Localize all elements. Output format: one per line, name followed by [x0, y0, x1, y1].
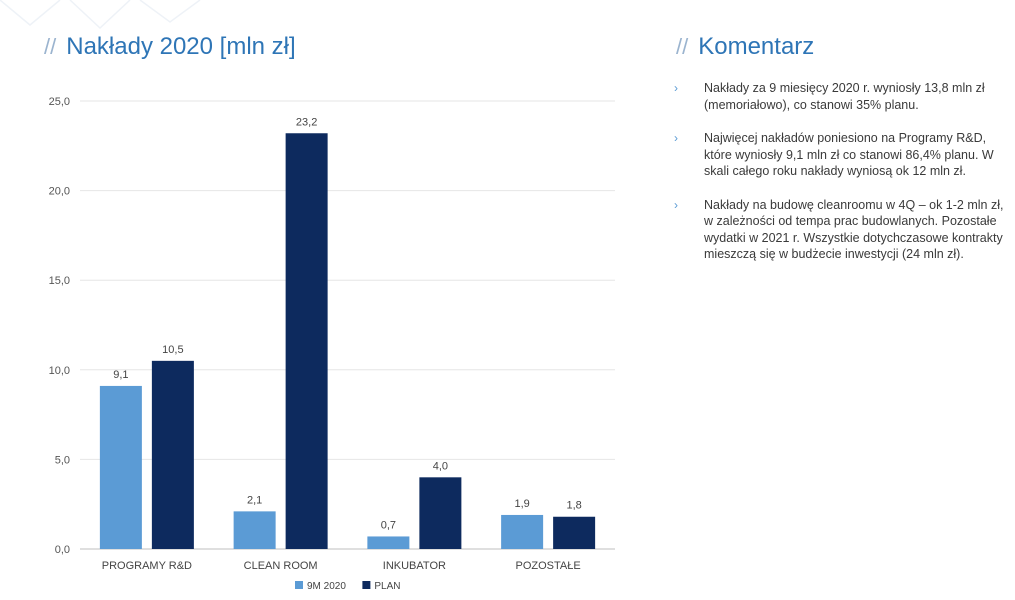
bar-plan — [151, 360, 194, 549]
data-label: 0,7 — [381, 519, 396, 531]
data-label: 1,9 — [514, 498, 529, 510]
x-tick-label: INKUBATOR — [383, 560, 446, 572]
bar-plan — [419, 477, 462, 549]
chart-title: Nakłady 2020 [mln zł] — [66, 33, 296, 60]
comment-text: Najwięcej nakładów poniesiono na Program… — [704, 131, 994, 178]
comment-item: › Nakłady za 9 miesięcy 2020 r. wyniosły… — [674, 80, 1004, 113]
data-label: 1,8 — [566, 500, 581, 512]
bar-9m-2020 — [233, 511, 276, 549]
legend-label: 9M 2020 — [307, 581, 346, 592]
chevron-right-icon: › — [674, 131, 678, 145]
chevron-right-icon: › — [674, 81, 678, 95]
y-tick-label: 0,0 — [55, 544, 70, 556]
decorative-lines — [0, 0, 201, 30]
y-tick-label: 25,0 — [49, 96, 70, 108]
comment-heading: // Komentarz — [676, 33, 814, 61]
legend-swatch — [362, 581, 371, 589]
data-label: 10,5 — [162, 344, 183, 356]
chevron-right-icon: › — [674, 197, 678, 212]
data-label: 9,1 — [113, 369, 128, 381]
bar-9m-2020 — [99, 385, 142, 549]
heading-slash: // — [676, 34, 689, 59]
x-tick-label: PROGRAMY R&D — [102, 560, 192, 572]
bar-plan — [285, 133, 328, 550]
legend-swatch — [295, 581, 303, 589]
heading-slash: // — [44, 34, 57, 59]
x-tick-label: CLEAN ROOM — [244, 560, 318, 572]
y-tick-label: 20,0 — [49, 186, 70, 198]
comment-text: Nakłady za 9 miesięcy 2020 r. wyniosły 1… — [704, 81, 985, 112]
comment-item: › Nakłady na budowę cleanroomu w 4Q – ok… — [674, 197, 1004, 263]
comment-list: › Nakłady za 9 miesięcy 2020 r. wyniosły… — [674, 80, 1004, 280]
comment-title: Komentarz — [698, 33, 815, 60]
data-label: 2,1 — [247, 494, 262, 506]
bar-plan — [553, 516, 596, 549]
y-tick-label: 15,0 — [49, 275, 70, 287]
comment-item: › Najwięcej nakładów poniesiono na Progr… — [674, 130, 1004, 180]
y-tick-label: 5,0 — [55, 454, 70, 466]
legend-label: PLAN — [374, 581, 400, 592]
chart-heading: // Nakłady 2020 [mln zł] — [44, 33, 296, 61]
data-label: 4,0 — [433, 460, 448, 472]
bar-chart: 0,0 5,0 10,0 15,0 20,0 25,0 9,1 10,5 PROGRAMY R&… — [49, 96, 615, 592]
comment-text: Nakłady na budowę cleanroomu w 4Q – ok 1… — [704, 197, 1004, 262]
x-tick-label: POZOSTAŁE — [516, 560, 581, 572]
bar-9m-2020 — [367, 536, 410, 549]
y-tick-label: 10,0 — [49, 365, 70, 377]
data-label: 23,2 — [296, 116, 317, 128]
bar-9m-2020 — [501, 514, 544, 549]
